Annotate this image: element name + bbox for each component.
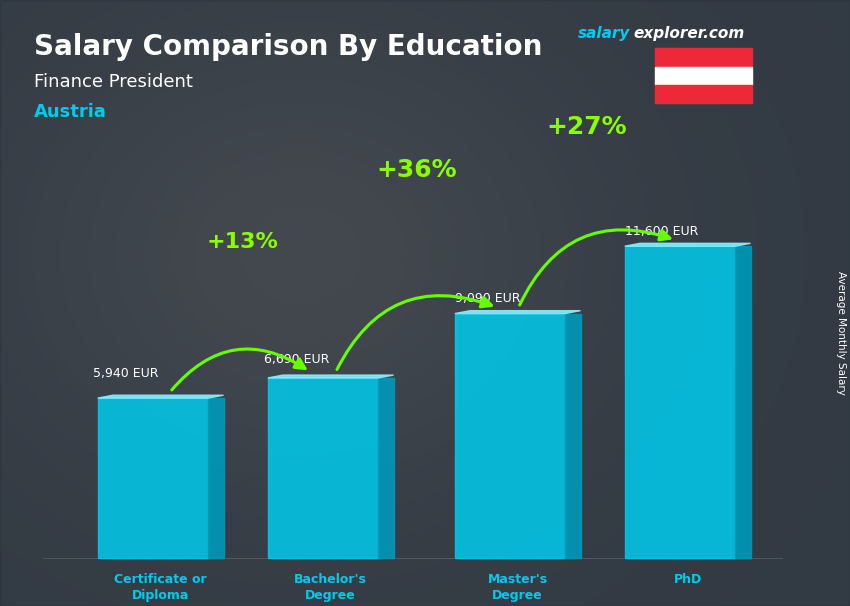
- Text: Master's
Degree: Master's Degree: [488, 573, 547, 602]
- Text: +27%: +27%: [547, 115, 626, 139]
- Text: explorer.com: explorer.com: [633, 26, 745, 41]
- Polygon shape: [625, 243, 751, 246]
- Text: Austria: Austria: [34, 103, 107, 121]
- Bar: [654, 85, 752, 103]
- Polygon shape: [98, 395, 224, 398]
- Text: salary: salary: [578, 26, 631, 41]
- Text: Salary Comparison By Education: Salary Comparison By Education: [34, 33, 542, 61]
- Polygon shape: [455, 311, 581, 313]
- Bar: [625, 246, 735, 558]
- Text: 9,090 EUR: 9,090 EUR: [455, 292, 520, 305]
- Text: Average Monthly Salary: Average Monthly Salary: [836, 271, 846, 395]
- Polygon shape: [565, 313, 581, 558]
- Text: 11,600 EUR: 11,600 EUR: [625, 225, 698, 238]
- Polygon shape: [208, 398, 224, 558]
- Text: +13%: +13%: [207, 232, 278, 253]
- Polygon shape: [735, 246, 751, 558]
- Polygon shape: [268, 375, 394, 378]
- Text: +36%: +36%: [377, 158, 456, 182]
- Bar: [654, 67, 752, 85]
- Bar: [268, 378, 378, 558]
- Text: PhD: PhD: [673, 573, 702, 585]
- Text: Bachelor's
Degree: Bachelor's Degree: [294, 573, 367, 602]
- Text: Finance President: Finance President: [34, 73, 193, 91]
- Text: 5,940 EUR: 5,940 EUR: [94, 367, 159, 381]
- Bar: [98, 398, 208, 558]
- Text: Certificate or
Diploma: Certificate or Diploma: [115, 573, 207, 602]
- Bar: [654, 48, 752, 67]
- Text: 6,690 EUR: 6,690 EUR: [264, 353, 329, 366]
- Bar: [455, 313, 565, 558]
- Polygon shape: [378, 378, 394, 558]
